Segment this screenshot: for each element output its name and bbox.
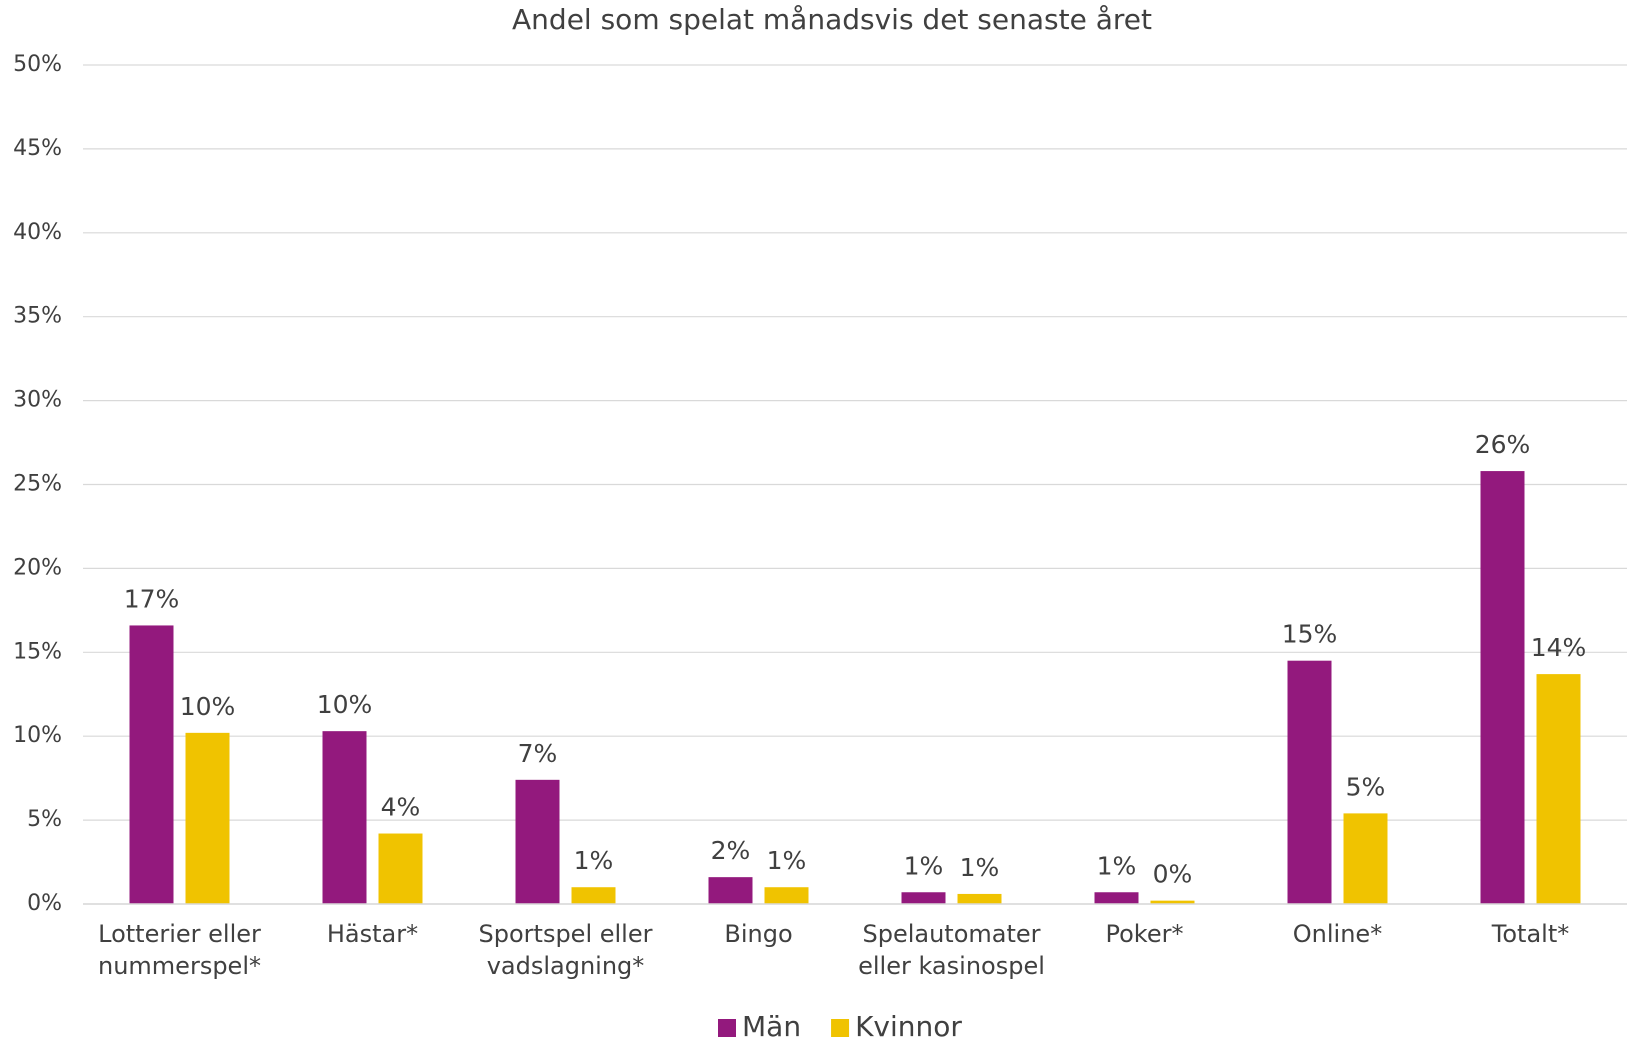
- bar: [185, 732, 230, 904]
- bar: [1343, 813, 1388, 904]
- data-label: 1%: [767, 846, 807, 875]
- data-label: 2%: [711, 836, 751, 865]
- legend-swatch: [831, 1019, 850, 1037]
- bar: [378, 833, 423, 904]
- legend-label: Kvinnor: [855, 1010, 962, 1043]
- bar: [901, 892, 946, 904]
- data-label: 1%: [904, 851, 944, 880]
- data-label: 4%: [381, 793, 421, 822]
- bar: [322, 731, 367, 904]
- data-label: 10%: [180, 692, 236, 721]
- data-label: 5%: [1346, 772, 1386, 801]
- bar: [708, 877, 753, 904]
- data-label: 26%: [1475, 430, 1531, 459]
- legend-label: Män: [742, 1010, 801, 1043]
- y-tick-label: 40%: [13, 220, 62, 245]
- legend-swatch: [718, 1019, 736, 1037]
- bar: [515, 779, 560, 904]
- y-tick-label: 30%: [13, 388, 62, 413]
- y-tick-label: 45%: [13, 136, 62, 161]
- x-tick-label: Bingo: [724, 920, 793, 948]
- data-label: 1%: [574, 846, 614, 875]
- bar: [1480, 471, 1525, 904]
- x-tick-label: Totalt*: [1491, 920, 1570, 948]
- data-label: 1%: [1097, 851, 1137, 880]
- data-label: 14%: [1531, 633, 1587, 662]
- y-tick-label: 25%: [13, 472, 62, 497]
- bar: [1536, 674, 1581, 904]
- x-tick-label: Sportspel eller vadslagning*: [478, 920, 653, 980]
- y-tick-label: 20%: [13, 555, 62, 580]
- bar: [129, 625, 174, 904]
- data-label: 10%: [317, 690, 373, 719]
- x-tick-label: Poker*: [1105, 920, 1184, 948]
- data-label: 15%: [1282, 620, 1338, 649]
- y-tick-label: 0%: [27, 891, 62, 916]
- y-tick-label: 50%: [13, 52, 62, 77]
- x-tick-label: Online*: [1292, 920, 1383, 948]
- x-tick-label: Lotterier eller nummerspel*: [98, 920, 261, 980]
- data-label: 17%: [124, 584, 180, 613]
- y-tick-label: 5%: [27, 807, 62, 832]
- data-label: 0%: [1153, 860, 1193, 889]
- bar: [1150, 900, 1195, 904]
- y-tick-label: 10%: [13, 723, 62, 748]
- bar: [1094, 892, 1139, 904]
- x-tick-label: Hästar*: [326, 920, 419, 948]
- x-tick-label: Spelautomater eller kasinospel: [858, 920, 1045, 980]
- y-tick-label: 35%: [13, 304, 62, 329]
- bar: [1287, 660, 1332, 904]
- data-label: 1%: [960, 853, 1000, 882]
- y-tick-label: 15%: [13, 639, 62, 664]
- data-label: 7%: [518, 739, 558, 768]
- bar: [764, 887, 809, 904]
- chart-title: Andel som spelat månadsvis det senaste å…: [512, 3, 1152, 36]
- bar: [957, 893, 1002, 904]
- bar: [571, 887, 616, 904]
